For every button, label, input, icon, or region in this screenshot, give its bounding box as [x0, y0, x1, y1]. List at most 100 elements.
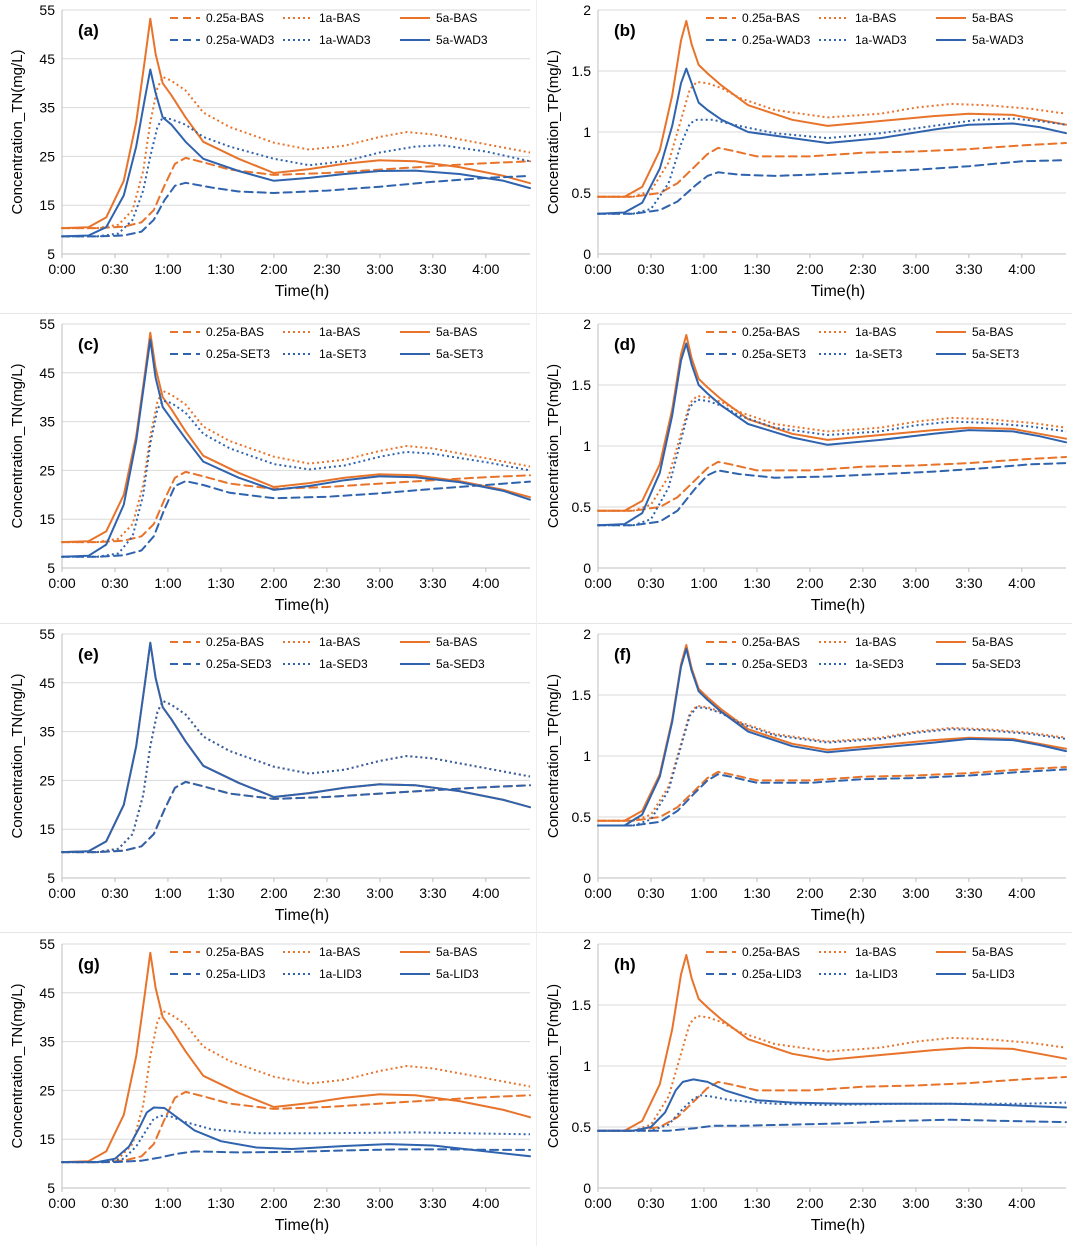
- x-tick-label: 2:30: [849, 885, 876, 901]
- legend-label: 1a-BAS: [855, 11, 896, 25]
- x-tick-label: 1:30: [207, 885, 234, 901]
- chart-panel-c: 5 15 25 35 45 55 0:00 0:30 1:00 1:30 2:00 2:30 3:00 3…: [9, 316, 531, 614]
- x-tick-label: 0:30: [101, 575, 128, 591]
- chart-panel-d: 0 0.5 1 1.5 2 0:00 0:30 1:00 1:30 2:00 2:30 3:00 3:3…: [545, 316, 1067, 614]
- x-tick-label: 3:30: [955, 1195, 982, 1211]
- panel-label: (f): [614, 645, 631, 664]
- x-axis-title: Time(h): [275, 907, 330, 924]
- chart-panel-e: 5 15 25 35 45 55 0:00 0:30 1:00 1:30 2:00 2:30 3:00 3…: [9, 626, 531, 924]
- y-tick-label: 0: [583, 560, 591, 576]
- x-tick-label: 0:00: [48, 261, 75, 277]
- series-line-5a-BAS: [61, 331, 531, 544]
- chart-panel-g: 5 15 25 35 45 55 0:00 0:30 1:00 1:30 2:00 2:30 3:00 3…: [9, 936, 531, 1234]
- column-separator: [536, 0, 537, 1246]
- legend-label: 1a-WAD3: [319, 33, 371, 47]
- x-tick-label: 1:30: [743, 1195, 770, 1211]
- chart-panel-a: 5 15 25 35 45 55 0:00 0:30 1:00 1:30 2:00 2:30 3:00 3…: [9, 2, 531, 300]
- x-tick-label: 2:00: [796, 575, 823, 591]
- x-tick-label: 1:30: [743, 575, 770, 591]
- y-tick-label: 15: [39, 197, 55, 213]
- y-tick-label: 2: [583, 936, 591, 952]
- x-tick-label: 3:30: [955, 261, 982, 277]
- x-tick-label: 3:00: [902, 885, 929, 901]
- y-tick-label: 45: [39, 675, 55, 691]
- panel-label: (e): [78, 645, 99, 664]
- y-axis-title: Concentration_TN(mg/L): [9, 363, 26, 528]
- legend-label: 0.25a-BAS: [742, 11, 800, 25]
- x-tick-label: 1:00: [690, 575, 717, 591]
- series-line-5a-BAS: [597, 954, 1067, 1132]
- x-tick-label: 3:30: [955, 575, 982, 591]
- series-line-0.25a-BAS: [597, 456, 1067, 512]
- panel-label: (h): [614, 955, 636, 974]
- y-tick-label: 1.5: [572, 997, 592, 1013]
- legend-label: 5a-WAD3: [972, 33, 1024, 47]
- y-tick-label: 2: [583, 2, 591, 18]
- x-tick-label: 3:30: [419, 261, 446, 277]
- legend-label: 5a-LID3: [436, 967, 479, 981]
- legend-label: 1a-BAS: [855, 945, 896, 959]
- series-line-0.25a-WAD3: [597, 159, 1067, 215]
- x-tick-label: 3:00: [366, 261, 393, 277]
- x-tick-label: 0:30: [637, 1195, 664, 1211]
- y-tick-label: 5: [47, 1180, 55, 1196]
- x-tick-label: 2:30: [849, 1195, 876, 1211]
- series-line-1a-BAS: [598, 81, 1067, 198]
- y-tick-label: 15: [39, 511, 55, 527]
- y-tick-label: 1: [583, 748, 591, 764]
- legend-label: 5a-BAS: [972, 11, 1013, 25]
- legend-label: 0.25a-SET3: [206, 347, 270, 361]
- x-tick-label: 1:00: [154, 1195, 181, 1211]
- x-tick-label: 3:00: [902, 575, 929, 591]
- series-line-1a-BAS: [598, 1015, 1067, 1132]
- y-tick-label: 0.5: [572, 499, 592, 515]
- legend-label: 5a-LID3: [972, 967, 1015, 981]
- legend-label: 0.25a-SET3: [742, 347, 806, 361]
- legend-label: 0.25a-BAS: [206, 635, 264, 649]
- x-tick-label: 3:30: [419, 885, 446, 901]
- panel-label: (c): [78, 335, 99, 354]
- x-tick-label: 2:30: [313, 1195, 340, 1211]
- x-tick-label: 0:00: [48, 1195, 75, 1211]
- series-line-5a-BAS: [61, 951, 531, 1164]
- legend-label: 5a-SED3: [972, 657, 1021, 671]
- legend-label: 0.25a-SED3: [742, 657, 808, 671]
- legend-label: 1a-BAS: [319, 945, 360, 959]
- legend-label: 1a-BAS: [319, 325, 360, 339]
- x-tick-label: 2:30: [313, 885, 340, 901]
- y-tick-label: 1.5: [572, 687, 592, 703]
- x-tick-label: 4:00: [1008, 1195, 1035, 1211]
- series-line-0.25a-SET3: [597, 462, 1067, 527]
- y-tick-label: 25: [39, 772, 55, 788]
- legend-label: 1a-BAS: [319, 635, 360, 649]
- series-line-1a-BAS: [598, 705, 1067, 822]
- y-tick-label: 5: [47, 560, 55, 576]
- y-tick-label: 55: [39, 2, 55, 18]
- series-line-1a-SET3: [62, 399, 531, 558]
- y-tick-label: 35: [39, 414, 55, 430]
- legend-label: 0.25a-WAD3: [206, 33, 275, 47]
- x-axis-title: Time(h): [811, 1217, 866, 1234]
- y-tick-label: 2: [583, 626, 591, 642]
- series-line-0.25a-BAS: [597, 142, 1067, 198]
- y-tick-label: 55: [39, 316, 55, 332]
- legend-label: 5a-BAS: [436, 11, 477, 25]
- y-axis-title: Concentration_TP(mg/L): [545, 364, 562, 528]
- legend-label: 0.25a-BAS: [742, 635, 800, 649]
- x-tick-label: 1:30: [207, 575, 234, 591]
- series-line-0.25a-BAS: [61, 1090, 531, 1164]
- series-line-5a-BAS: [61, 17, 531, 230]
- series-line-5a-LID3: [597, 1078, 1067, 1132]
- series-line-5a-LID3: [61, 1106, 531, 1164]
- x-tick-label: 1:00: [690, 885, 717, 901]
- series-line-5a-BAS: [597, 20, 1067, 198]
- x-tick-label: 0:00: [48, 575, 75, 591]
- series-line-1a-BAS: [62, 389, 531, 544]
- chart-panel-f: 0 0.5 1 1.5 2 0:00 0:30 1:00 1:30 2:00 2:30 3:00 3:3…: [545, 626, 1067, 924]
- x-tick-label: 1:00: [690, 1195, 717, 1211]
- x-tick-label: 1:00: [690, 261, 717, 277]
- legend-label: 5a-BAS: [972, 945, 1013, 959]
- x-tick-label: 0:00: [584, 261, 611, 277]
- x-tick-label: 4:00: [1008, 261, 1035, 277]
- series-line-5a-WAD3: [61, 68, 531, 238]
